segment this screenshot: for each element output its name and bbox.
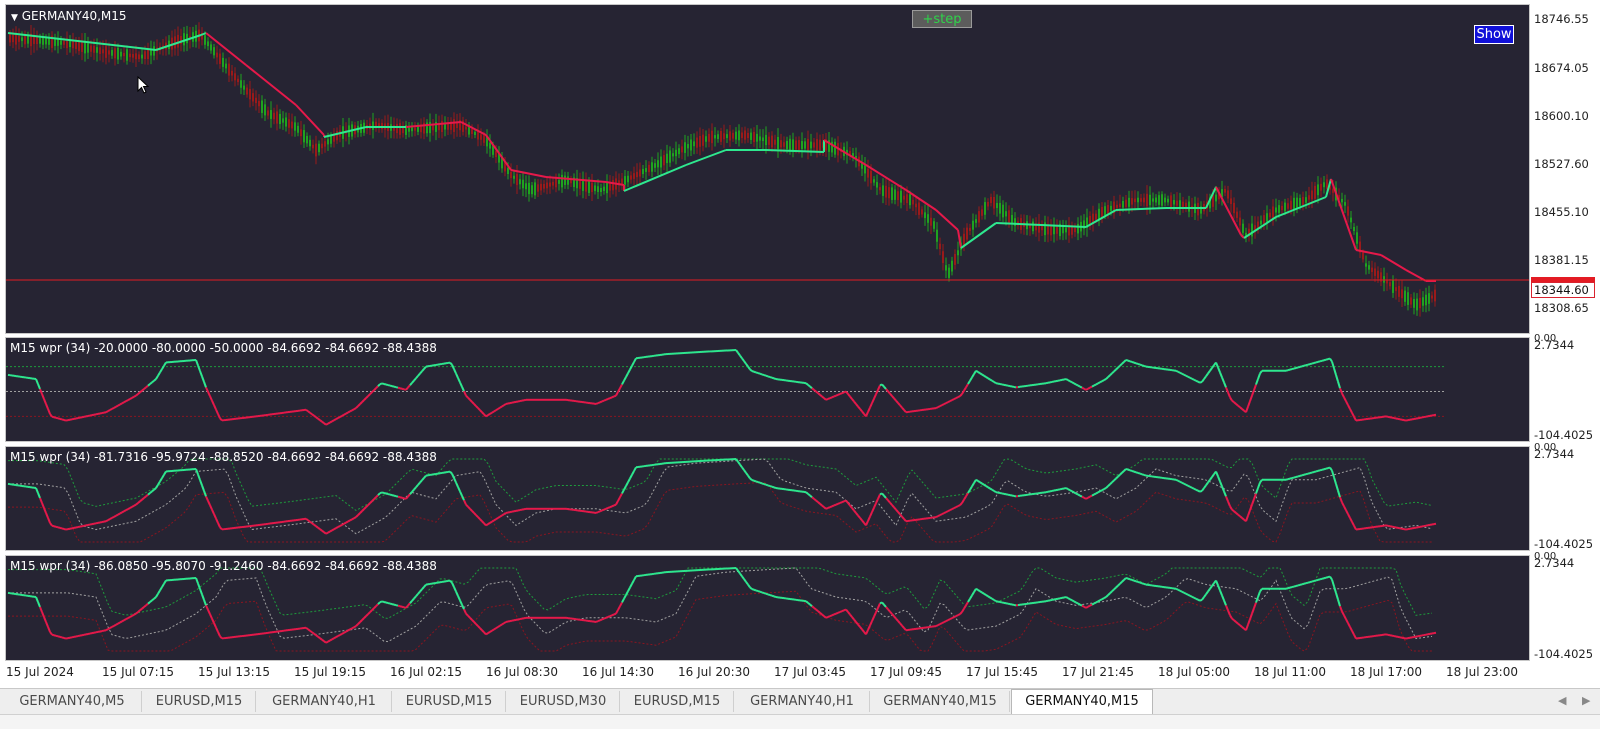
- tab-scroll-right-icon[interactable]: ▶: [1582, 694, 1590, 707]
- time-axis-label: 18 Jul 23:00: [1446, 665, 1518, 679]
- wpr1-max-label: 2.7344: [1534, 338, 1574, 352]
- symbol-label: GERMANY40,M15: [22, 9, 127, 23]
- wpr3-max-label: 2.7344: [1534, 556, 1574, 570]
- tab-scroll-left-icon[interactable]: ◀: [1558, 694, 1566, 707]
- time-axis-label: 18 Jul 05:00: [1158, 665, 1230, 679]
- symbol-title[interactable]: ▼ GERMANY40,M15: [11, 9, 127, 23]
- chart-tab[interactable]: GERMANY40,H1: [735, 691, 870, 712]
- time-axis-label: 16 Jul 02:15: [390, 665, 462, 679]
- wpr-pane-3[interactable]: M15 wpr (34) -86.0850 -95.8070 -91.2460 …: [5, 555, 1530, 661]
- time-axis-label: 18 Jul 11:00: [1254, 665, 1326, 679]
- time-axis-label: 17 Jul 21:45: [1062, 665, 1134, 679]
- price-chart-pane[interactable]: ▼ GERMANY40,M15 +step Show: [5, 4, 1530, 334]
- time-axis-label: 17 Jul 15:45: [966, 665, 1038, 679]
- wpr-label-3: M15 wpr (34) -86.0850 -95.8070 -91.2460 …: [10, 559, 437, 573]
- price-axis-label: 18381.15: [1534, 253, 1589, 267]
- chart-tab[interactable]: EURUSD,M15: [143, 691, 256, 712]
- price-axis-label: 18455.10: [1534, 205, 1589, 219]
- dropdown-triangle-icon[interactable]: ▼: [11, 13, 18, 23]
- status-bar: [0, 714, 1600, 729]
- time-axis-label: 18 Jul 17:00: [1350, 665, 1422, 679]
- show-button[interactable]: Show: [1474, 25, 1514, 44]
- price-axis-label: 18746.55: [1534, 12, 1589, 26]
- time-axis-label: 17 Jul 09:45: [870, 665, 942, 679]
- wpr-label-2: M15 wpr (34) -81.7316 -95.9724 -88.8520 …: [10, 450, 437, 464]
- wpr2-min-label: -104.4025: [1534, 537, 1593, 551]
- wpr1-min-label: -104.4025: [1534, 428, 1593, 442]
- price-axis-label: 18600.10: [1534, 109, 1589, 123]
- time-axis-label: 16 Jul 08:30: [486, 665, 558, 679]
- chart-tab[interactable]: EURUSD,M30: [507, 691, 620, 712]
- price-axis-label: 18674.05: [1534, 61, 1589, 75]
- chart-tab[interactable]: GERMANY40,M15: [1011, 689, 1153, 715]
- time-axis-label: 15 Jul 2024: [6, 665, 74, 679]
- wpr2-max-label: 2.7344: [1534, 447, 1574, 461]
- chart-tab[interactable]: GERMANY40,M5: [3, 691, 142, 712]
- time-axis-label: 17 Jul 03:45: [774, 665, 846, 679]
- chart-tab[interactable]: EURUSD,M15: [393, 691, 506, 712]
- chart-tab[interactable]: EURUSD,M15: [621, 691, 734, 712]
- step-button[interactable]: +step: [912, 10, 972, 28]
- time-axis-label: 16 Jul 14:30: [582, 665, 654, 679]
- time-axis-label: 15 Jul 19:15: [294, 665, 366, 679]
- wpr-pane-2[interactable]: M15 wpr (34) -81.7316 -95.9724 -88.8520 …: [5, 446, 1530, 551]
- current-price-label: 18344.60: [1531, 282, 1595, 298]
- chart-tab[interactable]: GERMANY40,H1: [257, 691, 392, 712]
- time-axis-label: 16 Jul 20:30: [678, 665, 750, 679]
- wpr-pane-1[interactable]: M15 wpr (34) -20.0000 -80.0000 -50.0000 …: [5, 337, 1530, 442]
- price-axis-label: 18308.65: [1534, 301, 1589, 315]
- chart-tab[interactable]: GERMANY40,M15: [871, 691, 1010, 712]
- time-axis-label: 15 Jul 13:15: [198, 665, 270, 679]
- price-axis-label: 18527.60: [1534, 157, 1589, 171]
- price-chart[interactable]: [6, 5, 1530, 334]
- wpr-label-1: M15 wpr (34) -20.0000 -80.0000 -50.0000 …: [10, 341, 437, 355]
- mouse-cursor-icon: [137, 76, 151, 96]
- time-axis-label: 15 Jul 07:15: [102, 665, 174, 679]
- wpr3-min-label: -104.4025: [1534, 647, 1593, 661]
